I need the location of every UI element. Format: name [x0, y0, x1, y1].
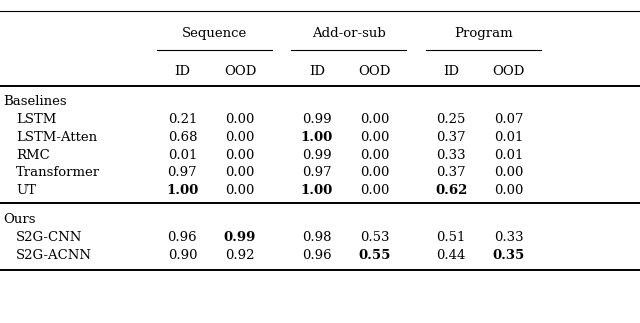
Text: 0.01: 0.01 [168, 149, 197, 162]
Text: 0.68: 0.68 [168, 131, 197, 144]
Text: 0.00: 0.00 [360, 113, 389, 126]
Text: 0.00: 0.00 [225, 131, 255, 144]
Text: 0.00: 0.00 [360, 131, 389, 144]
Text: 0.07: 0.07 [494, 113, 524, 126]
Text: 0.62: 0.62 [435, 184, 467, 197]
Text: 0.00: 0.00 [225, 149, 255, 162]
Text: LSTM: LSTM [16, 113, 56, 126]
Text: 0.90: 0.90 [168, 249, 197, 262]
Text: UT: UT [16, 184, 36, 197]
Text: ID: ID [443, 65, 460, 78]
Text: 0.00: 0.00 [494, 184, 524, 197]
Text: 0.33: 0.33 [494, 231, 524, 244]
Text: 0.37: 0.37 [436, 131, 466, 144]
Text: 1.00: 1.00 [301, 184, 333, 197]
Text: 0.53: 0.53 [360, 231, 389, 244]
Text: OOD: OOD [224, 65, 256, 78]
Text: 0.00: 0.00 [225, 184, 255, 197]
Text: 0.01: 0.01 [494, 149, 524, 162]
Text: 1.00: 1.00 [166, 184, 198, 197]
Text: 1.00: 1.00 [301, 131, 333, 144]
Text: 0.37: 0.37 [436, 166, 466, 179]
Text: 0.92: 0.92 [225, 249, 255, 262]
Text: S2G-ACNN: S2G-ACNN [16, 249, 92, 262]
Text: Ours: Ours [3, 213, 36, 226]
Text: 0.00: 0.00 [225, 166, 255, 179]
Text: 0.99: 0.99 [224, 231, 256, 244]
Text: 0.00: 0.00 [360, 149, 389, 162]
Text: 0.35: 0.35 [493, 249, 525, 262]
Text: 0.99: 0.99 [302, 149, 332, 162]
Text: OOD: OOD [493, 65, 525, 78]
Text: 0.33: 0.33 [436, 149, 466, 162]
Text: 0.97: 0.97 [168, 166, 197, 179]
Text: 0.00: 0.00 [494, 166, 524, 179]
Text: S2G-CNN: S2G-CNN [16, 231, 83, 244]
Text: 0.51: 0.51 [436, 231, 466, 244]
Text: 0.25: 0.25 [436, 113, 466, 126]
Text: 0.96: 0.96 [302, 249, 332, 262]
Text: OOD: OOD [358, 65, 390, 78]
Text: Add-or-sub: Add-or-sub [312, 27, 386, 40]
Text: RMC: RMC [16, 149, 50, 162]
Text: LSTM-Atten: LSTM-Atten [16, 131, 97, 144]
Text: 0.98: 0.98 [302, 231, 332, 244]
Text: 0.00: 0.00 [360, 184, 389, 197]
Text: 0.01: 0.01 [494, 131, 524, 144]
Text: 0.55: 0.55 [358, 249, 390, 262]
Text: 0.00: 0.00 [360, 166, 389, 179]
Text: Sequence: Sequence [182, 27, 247, 40]
Text: ID: ID [309, 65, 325, 78]
Text: 0.21: 0.21 [168, 113, 197, 126]
Text: 0.97: 0.97 [302, 166, 332, 179]
Text: 0.96: 0.96 [168, 231, 197, 244]
Text: Program: Program [454, 27, 513, 40]
Text: 0.99: 0.99 [302, 113, 332, 126]
Text: Baselines: Baselines [3, 95, 67, 108]
Text: ID: ID [174, 65, 191, 78]
Text: 0.44: 0.44 [436, 249, 466, 262]
Text: 0.00: 0.00 [225, 113, 255, 126]
Text: Transformer: Transformer [16, 166, 100, 179]
